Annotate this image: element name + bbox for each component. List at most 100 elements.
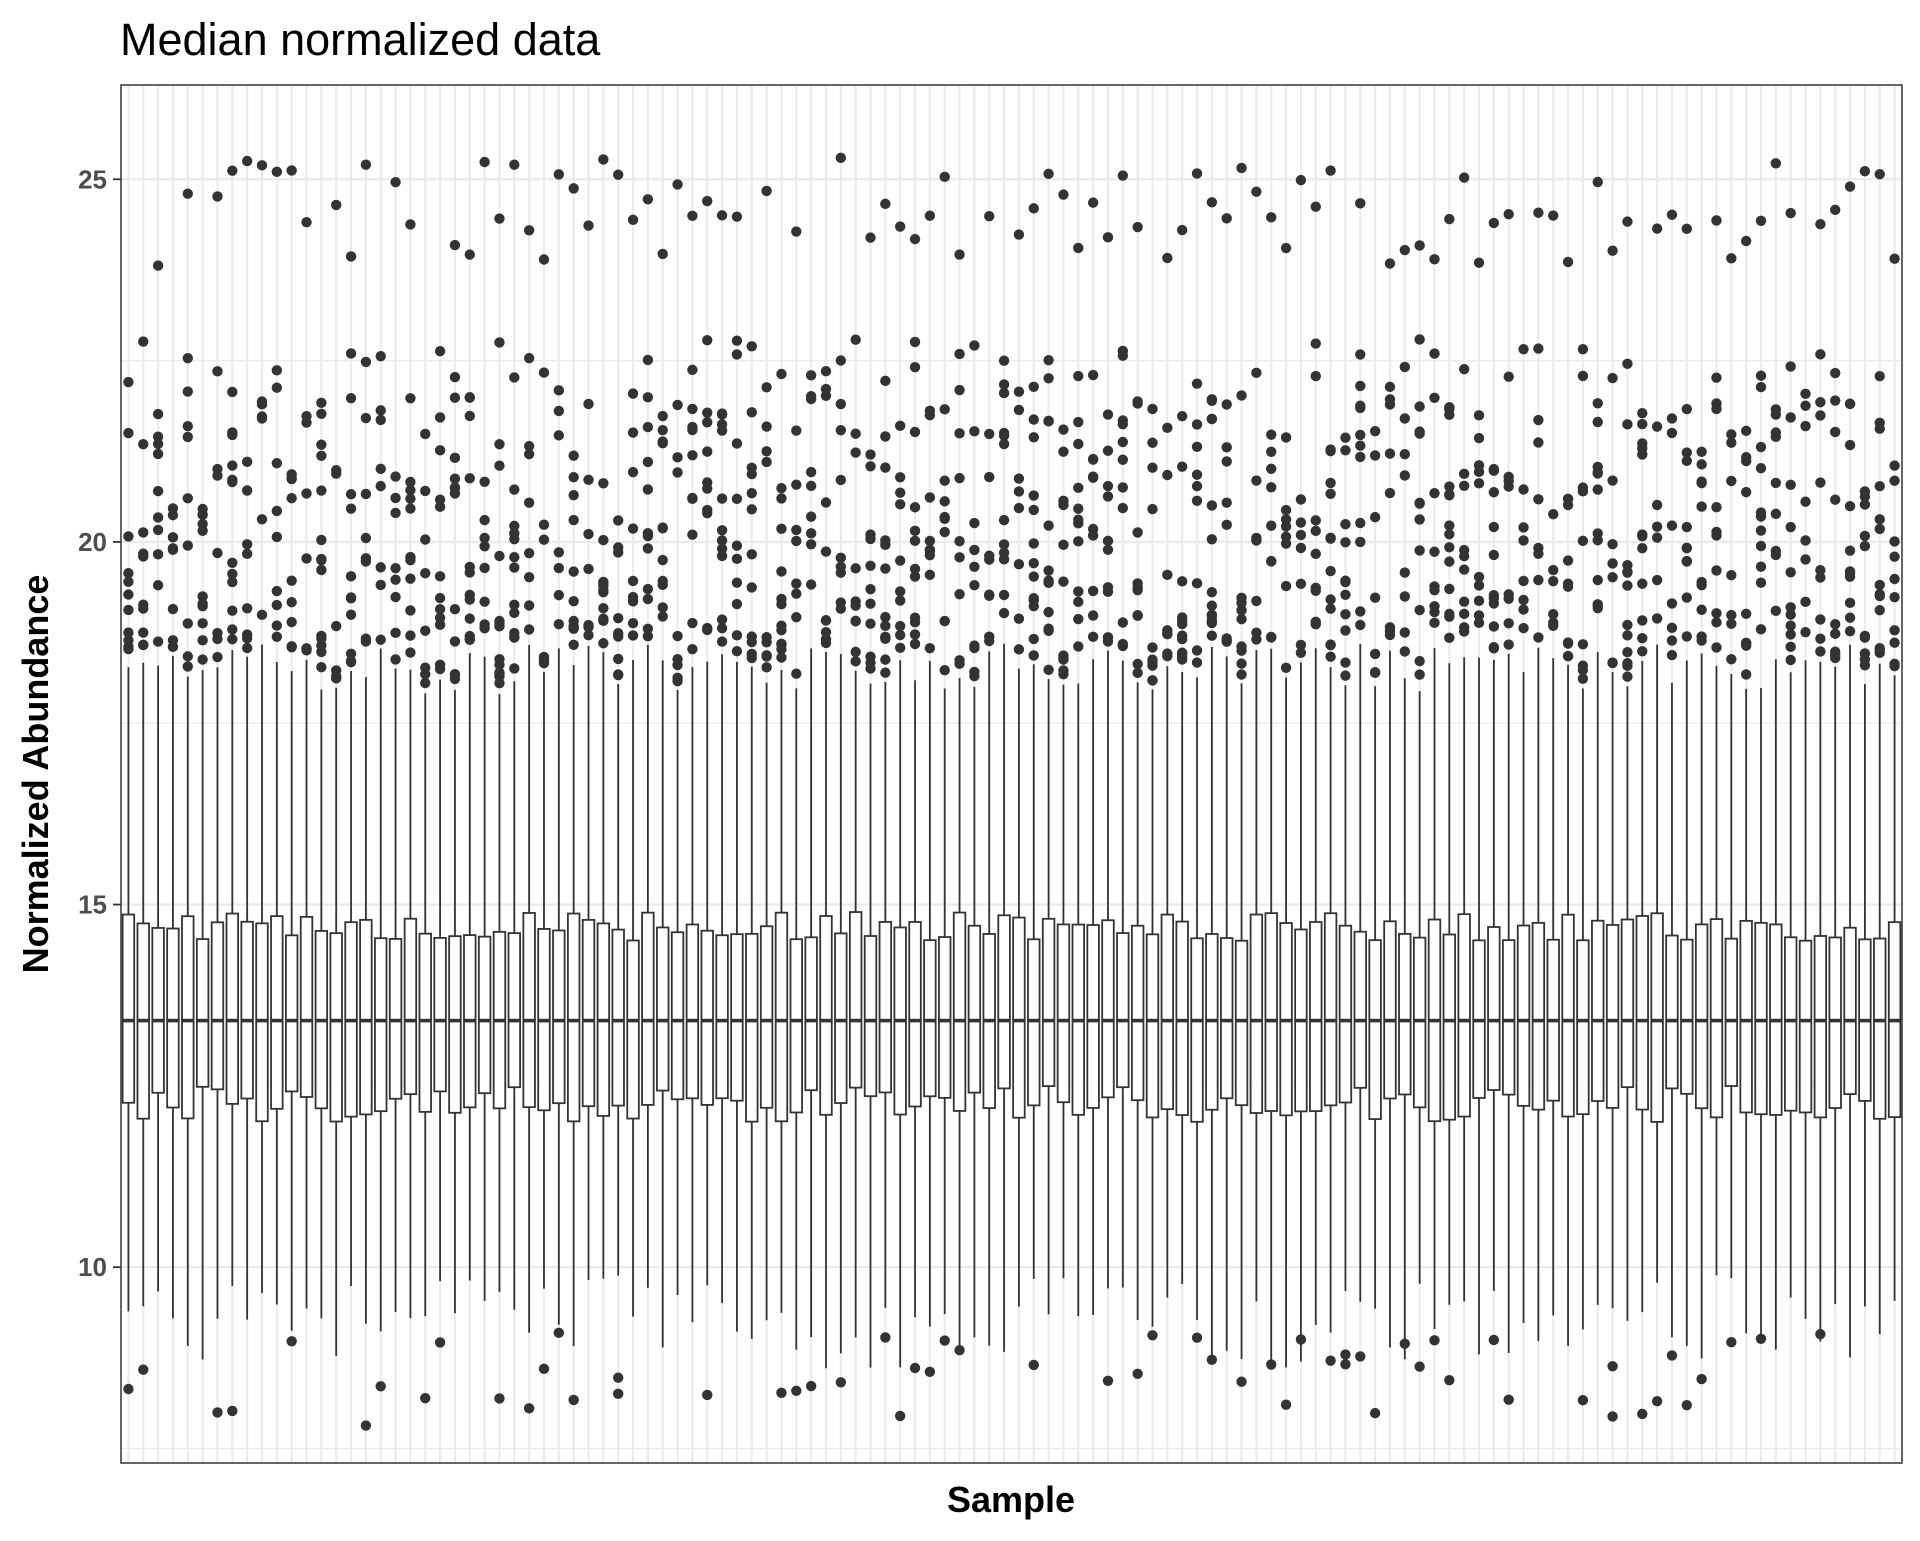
box-sample-28	[522, 644, 536, 1333]
outlier-point	[1280, 514, 1292, 525]
outlier-point	[746, 631, 757, 642]
outlier-point	[939, 664, 950, 676]
outlier-point	[880, 1332, 891, 1343]
outlier-point	[1043, 623, 1054, 634]
outlier-point	[301, 217, 312, 228]
box-sample-50	[848, 670, 863, 1338]
outlier-point	[449, 482, 461, 493]
outlier-point	[1162, 650, 1173, 662]
outlier-point	[909, 563, 921, 575]
outlier-point	[152, 512, 164, 523]
outlier-point	[805, 466, 817, 478]
outlier-point	[1236, 1376, 1247, 1387]
outlier-point	[924, 410, 936, 421]
outlier-point	[301, 417, 312, 428]
box-iqr	[1516, 924, 1531, 1107]
box-sample-57	[952, 678, 967, 1350]
box-sample-118	[1858, 684, 1872, 1307]
outlier-point	[702, 407, 713, 418]
outlier-point	[1295, 647, 1307, 658]
outlier-point	[1533, 632, 1544, 643]
outlier-point	[1369, 648, 1381, 660]
outlier-point	[271, 531, 283, 543]
outlier-point	[1518, 535, 1529, 546]
outlier-point	[1607, 657, 1618, 668]
outlier-point	[1117, 454, 1129, 465]
outlier-point	[1043, 577, 1054, 589]
outlier-point	[805, 511, 817, 522]
outlier-point	[538, 534, 550, 545]
outlier-point	[523, 497, 535, 508]
box-sample-84	[1353, 644, 1367, 1302]
outlier-point	[1711, 565, 1722, 576]
outlier-point	[731, 646, 743, 657]
outlier-point	[152, 438, 164, 450]
outlier-point	[583, 398, 594, 410]
outlier-point	[776, 624, 787, 636]
outlier-point	[1266, 520, 1277, 531]
outlier-point	[894, 499, 906, 510]
outlier-point	[1176, 410, 1188, 422]
box-iqr	[418, 932, 432, 1113]
outlier-point	[1889, 573, 1900, 585]
outlier-point	[167, 635, 179, 646]
outlier-point	[1325, 477, 1336, 489]
outlier-point	[761, 456, 772, 468]
outlier-point	[1577, 673, 1589, 684]
outlier-point	[434, 571, 446, 582]
box-iqr	[374, 937, 388, 1113]
outlier-point	[271, 458, 283, 469]
outlier-point	[1073, 641, 1084, 652]
outlier-point	[197, 618, 208, 629]
outlier-point	[642, 631, 654, 642]
outlier-point	[390, 177, 401, 188]
outlier-point	[1251, 533, 1262, 545]
box-iqr	[566, 912, 581, 1123]
outlier-point	[1429, 487, 1440, 499]
outlier-point	[776, 566, 787, 577]
outlier-point	[1087, 631, 1099, 642]
outlier-point	[880, 654, 891, 665]
outlier-point	[791, 524, 802, 536]
box-iqr	[715, 934, 729, 1100]
outlier-point	[1236, 641, 1247, 652]
outlier-point	[1414, 514, 1425, 525]
outlier-point	[1577, 482, 1589, 493]
box-sample-51	[863, 683, 878, 1368]
outlier-point	[1073, 586, 1084, 597]
outlier-point	[598, 534, 609, 546]
outlier-point	[1429, 392, 1440, 404]
outlier-point	[1473, 432, 1485, 444]
outlier-point	[627, 617, 639, 629]
outlier-point	[1696, 446, 1707, 457]
box-sample-59	[982, 651, 996, 1346]
outlier-point	[1414, 428, 1425, 439]
outlier-point	[672, 452, 683, 463]
outlier-point	[1058, 652, 1069, 664]
outlier-point	[805, 579, 817, 590]
outlier-point	[716, 493, 728, 504]
box-sample-33	[596, 652, 611, 1279]
outlier-point	[1176, 224, 1188, 236]
outlier-point	[761, 651, 772, 662]
outlier-point	[241, 456, 253, 468]
outlier-point	[702, 507, 713, 519]
box-iqr	[1709, 918, 1724, 1119]
outlier-point	[998, 607, 1010, 619]
outlier-point	[583, 630, 594, 641]
outlier-point	[1013, 486, 1025, 497]
outlier-point	[227, 460, 238, 471]
outlier-point	[1102, 491, 1114, 502]
outlier-point	[316, 485, 327, 496]
outlier-point	[687, 617, 698, 629]
outlier-point	[212, 651, 223, 663]
box-sample-14	[314, 689, 329, 1319]
outlier-point	[1622, 580, 1633, 591]
outlier-point	[1726, 654, 1737, 665]
outlier-point	[880, 535, 891, 546]
outlier-point	[1577, 344, 1589, 355]
outlier-point	[1785, 602, 1796, 613]
outlier-point	[509, 599, 520, 611]
box-sample-18	[374, 648, 388, 1332]
box-sample-67	[1101, 650, 1115, 1289]
